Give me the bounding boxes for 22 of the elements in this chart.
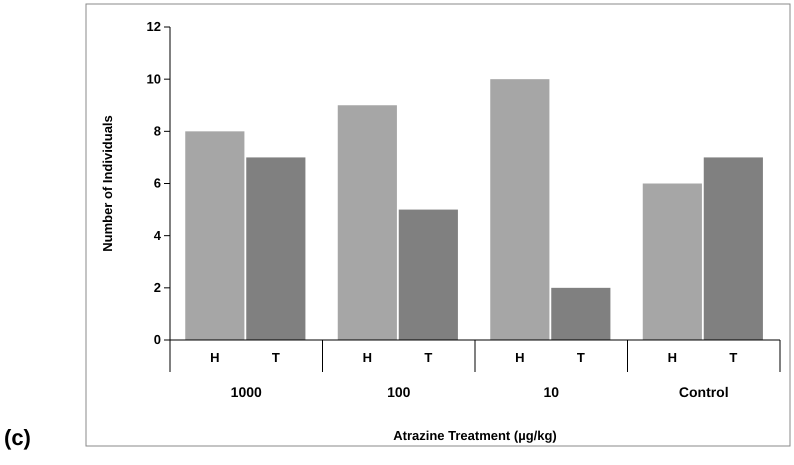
text: 1000 bbox=[230, 384, 262, 400]
y-tick-label: 8 bbox=[154, 123, 161, 138]
text: 10 bbox=[543, 384, 560, 400]
y-tick-label: 2 bbox=[154, 280, 161, 295]
x-tick-label: H bbox=[668, 350, 678, 365]
x-tick-label: H bbox=[515, 350, 525, 365]
text: 100 bbox=[387, 384, 411, 400]
y-tick-label: 12 bbox=[146, 19, 161, 34]
x-tick-label: T bbox=[424, 350, 432, 365]
y-tick-label: 4 bbox=[154, 228, 162, 243]
x-axis-title: Atrazine Treatment (µg/kg) bbox=[393, 428, 557, 443]
y-tick-label: 10 bbox=[146, 71, 161, 86]
text: Control bbox=[678, 384, 729, 400]
x-tick-label: T bbox=[272, 350, 280, 365]
y-tick-label: 6 bbox=[154, 176, 161, 191]
x-tick-label: H bbox=[362, 350, 372, 365]
x-tick-label: T bbox=[729, 350, 738, 365]
text: (c) bbox=[4, 425, 31, 450]
x-tick-label: T bbox=[576, 350, 585, 365]
y-tick-label: 0 bbox=[154, 332, 161, 348]
x-tick-label: H bbox=[210, 350, 220, 365]
y-axis-title: Number of Individuals bbox=[100, 115, 115, 252]
